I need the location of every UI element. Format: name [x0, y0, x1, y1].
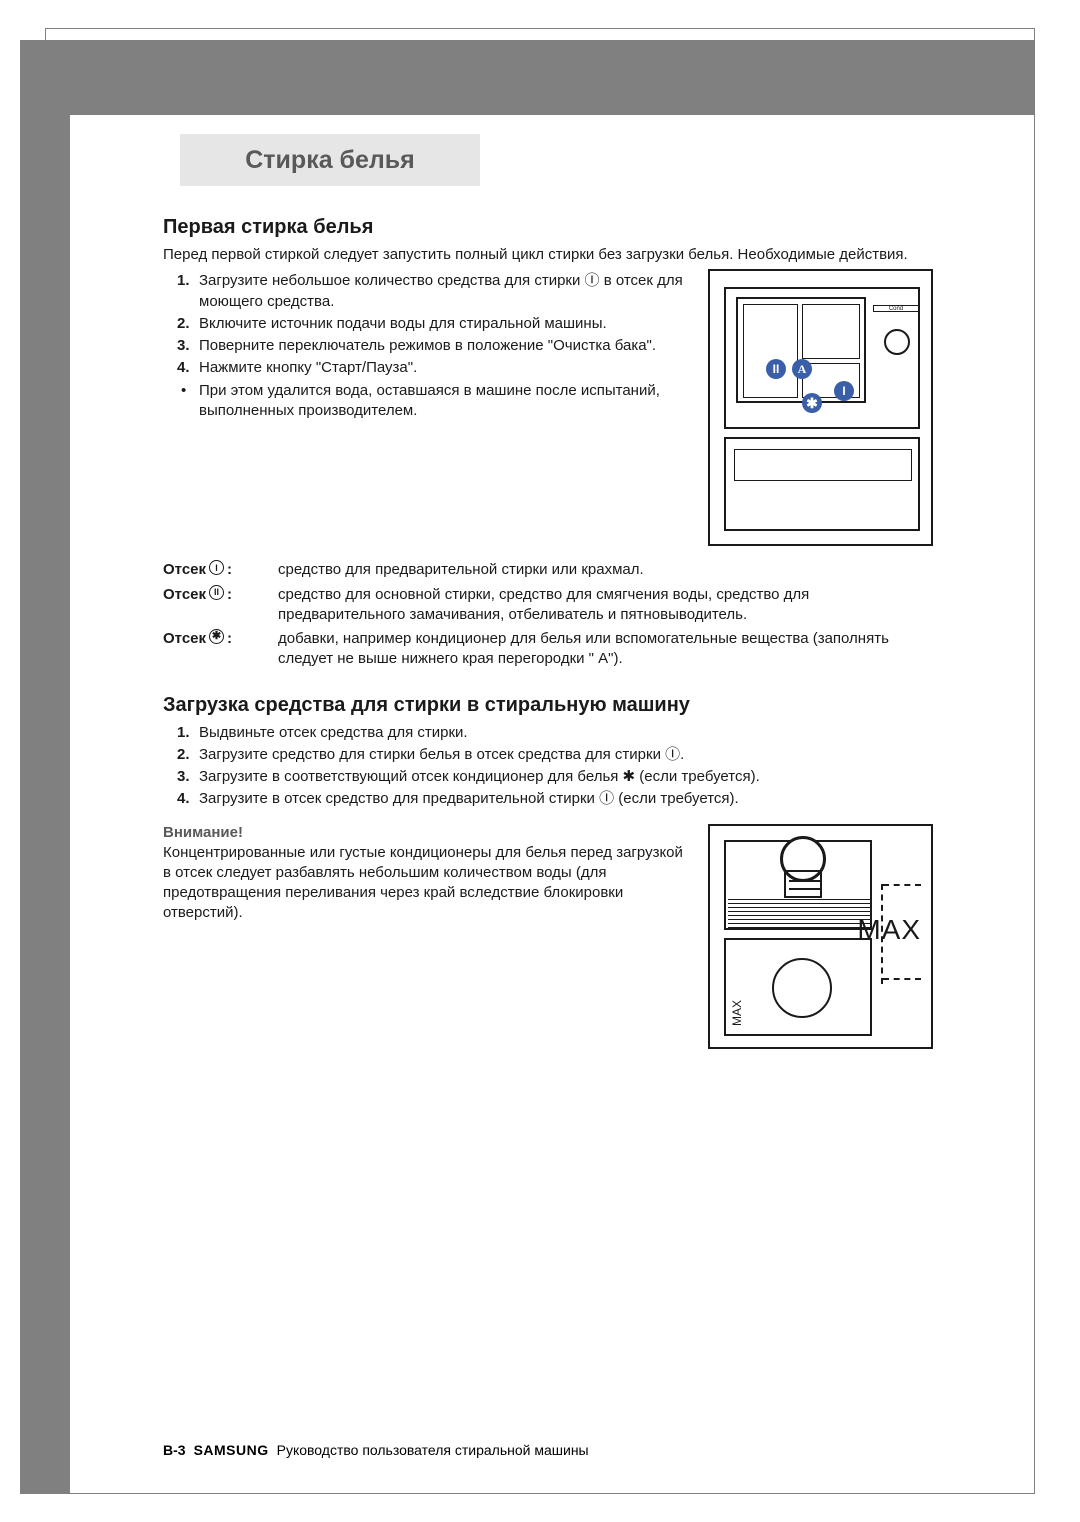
compartment-definitions: Отсек I : средство для предварительной с…	[163, 560, 933, 669]
max-label: MAX	[857, 914, 921, 946]
section1-intro: Перед первой стиркой следует запустить п…	[163, 245, 933, 265]
step-item: Нажмите кнопку "Старт/Пауза".	[163, 358, 690, 378]
step-item: Включите источник подачи воды для стирал…	[163, 314, 690, 334]
softener-tab: Cond	[873, 305, 919, 312]
figure-max-level: MAX MAX	[708, 824, 933, 1049]
step-item: Загрузите в соответствующий отсек кондиц…	[163, 767, 933, 787]
section1-left-col: Загрузите небольшое количество средства …	[163, 269, 690, 546]
section1-heading: Первая стирка белья	[163, 216, 933, 239]
roman-i-icon: I	[209, 560, 224, 575]
dash-hline-top	[883, 884, 921, 886]
brand-name: SAMSUNG	[194, 1442, 269, 1458]
section2-heading: Загрузка средства для стирки в стиральну…	[163, 694, 933, 717]
step-item: Выдвиньте отсек средства для стирки.	[163, 723, 933, 743]
drawer-slot	[734, 449, 912, 481]
control-knob-icon	[884, 329, 910, 355]
roman-ii-icon: II	[209, 585, 224, 600]
def-row: Отсек ✱ : добавки, например кондиционер …	[163, 629, 933, 670]
washer-body	[724, 437, 920, 531]
figure-detergent-drawer: Cond II A I ✱	[708, 269, 933, 546]
page-footer: B-3 SAMSUNG Руководство пользователя сти…	[163, 1442, 589, 1458]
page-number: B-3	[163, 1442, 186, 1458]
step-item: Загрузите в отсек средство для предварит…	[163, 789, 933, 809]
section2: Загрузка средства для стирки в стиральну…	[163, 694, 933, 1049]
step-item: Загрузите небольшое количество средства …	[163, 271, 690, 312]
step-item: Загрузите средство для стирки белья в от…	[163, 745, 933, 765]
water-hatch	[728, 898, 872, 928]
def-label: Отсек I :	[163, 560, 278, 580]
section1-note: При этом удалится вода, оставшаяся в маш…	[163, 381, 690, 422]
content-area: Первая стирка белья Перед первой стиркой…	[163, 216, 933, 1049]
warning-text: Концентрированные или густые кондиционер…	[163, 843, 690, 924]
dash-hline-bot	[883, 978, 921, 980]
siphon-body-icon	[784, 870, 822, 898]
warning-label: Внимание!	[163, 824, 690, 841]
top-band	[70, 40, 1035, 115]
marker-softener: ✱	[802, 393, 822, 413]
max-bottom-container: MAX	[724, 938, 872, 1036]
max-inner-label: MAX	[730, 999, 744, 1025]
section2-steps: Выдвиньте отсек средства для стирки. Заг…	[163, 723, 933, 810]
warning-block: Внимание! Концентрированные или густые к…	[163, 824, 690, 1049]
step-item: Поверните переключатель режимов в положе…	[163, 336, 690, 356]
def-row: Отсек I : средство для предварительной с…	[163, 560, 933, 580]
compartment-circle-icon	[772, 958, 832, 1018]
def-row: Отсек II : средство для основной стирки,…	[163, 585, 933, 626]
def-desc: средство для предварительной стирки или …	[278, 560, 933, 580]
doc-title: Руководство пользователя стиральной маши…	[277, 1442, 589, 1458]
def-label: Отсек ✱ :	[163, 629, 278, 670]
drawer-panel: Cond II A I ✱	[724, 287, 920, 429]
chapter-title-tab: Стирка белья	[180, 134, 480, 186]
chapter-title: Стирка белья	[245, 146, 414, 175]
section1-steps: Загрузите небольшое количество средства …	[163, 271, 690, 378]
def-desc: добавки, например кондиционер для белья …	[278, 629, 933, 670]
compartment-softener: Cond	[802, 304, 860, 359]
side-band	[20, 40, 70, 1494]
def-label: Отсек II :	[163, 585, 278, 626]
def-desc: средство для основной стирки, средство д…	[278, 585, 933, 626]
flower-icon: ✱	[209, 629, 224, 644]
compartment-ii	[743, 304, 798, 398]
max-top-container	[724, 840, 872, 930]
